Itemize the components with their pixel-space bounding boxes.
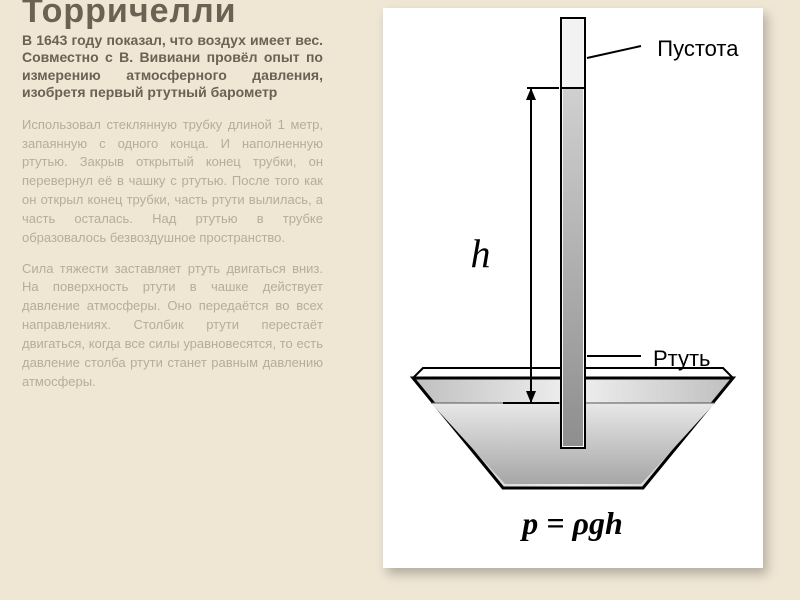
label-void: Пустота — [657, 36, 738, 62]
paragraph-1: Использовал стеклянную трубку длиной 1 м… — [22, 116, 323, 248]
barometer-figure: Пустота Ртуть h p = ρgh — [383, 8, 763, 568]
barometer-diagram — [383, 8, 763, 568]
subtitle: В 1643 году показал, что воздух имеет ве… — [22, 32, 323, 102]
arrowhead-up — [526, 88, 536, 100]
tube-mercury — [563, 88, 583, 446]
slide: Торричелли В 1643 году показал, что возд… — [0, 0, 800, 600]
label-h: h — [471, 230, 491, 277]
callout-line-void — [587, 46, 641, 58]
formula: p = ρgh — [383, 505, 763, 542]
paragraph-2: Сила тяжести заставляет ртуть двигаться … — [22, 260, 323, 392]
figure-column: Пустота Ртуть h p = ρgh — [345, 0, 800, 600]
text-column: Торричелли В 1643 году показал, что возд… — [0, 0, 345, 600]
tube-void — [563, 20, 583, 88]
page-title: Торричелли — [22, 0, 323, 30]
label-mercury: Ртуть — [653, 346, 711, 372]
